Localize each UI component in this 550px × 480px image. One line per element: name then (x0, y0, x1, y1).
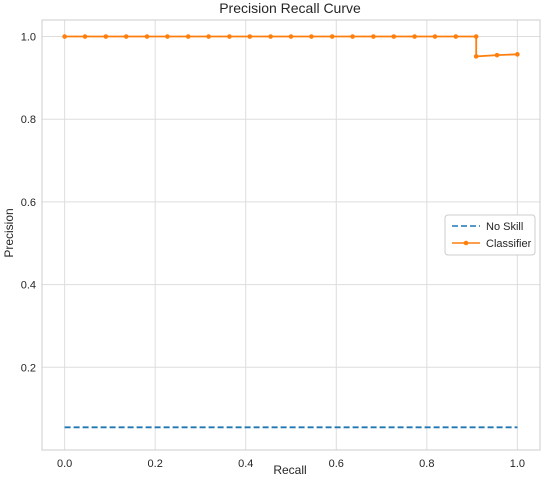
data-point (473, 54, 479, 59)
data-point (515, 52, 520, 57)
y-tick-label: 1.0 (21, 32, 36, 44)
data-point (123, 34, 129, 39)
x-tick-label: 0.2 (148, 458, 163, 470)
data-point (185, 34, 191, 39)
data-point (103, 34, 109, 39)
legend: No Skill Classifier (444, 214, 536, 256)
x-tick-label: 0.0 (57, 458, 72, 470)
data-point (165, 34, 170, 39)
legend-box (444, 214, 536, 256)
y-tick-label: 0.2 (21, 362, 36, 374)
x-axis-label: Recall (273, 463, 306, 477)
data-point (494, 52, 500, 58)
data-point (432, 34, 438, 39)
series-group (62, 34, 520, 429)
data-point (309, 34, 314, 39)
legend-label-no-skill: No Skill (486, 221, 523, 233)
chart-title: Precision Recall Curve (219, 0, 361, 16)
data-point (350, 34, 355, 39)
legend-label-classifier: Classifier (486, 238, 532, 250)
data-point (453, 34, 459, 39)
plot-frame (41, 19, 541, 451)
data-point (391, 34, 397, 39)
x-tick-label: 1.0 (510, 458, 525, 470)
data-point (82, 34, 88, 39)
y-tick-label: 0.8 (21, 114, 36, 126)
x-tick-label: 0.8 (419, 458, 434, 470)
data-point (473, 34, 479, 39)
data-point (371, 34, 376, 39)
y-tick-label: 0.4 (21, 280, 36, 292)
data-point (288, 34, 294, 39)
y-axis-label: Precision (2, 208, 16, 257)
legend-dot-classifier (463, 240, 469, 246)
x-tick-label: 0.6 (329, 458, 344, 470)
series-line-classifier (64, 35, 518, 58)
data-point (62, 34, 67, 39)
data-point (144, 34, 150, 39)
x-axis-ticks: 0.0 0.2 0.4 0.6 0.8 1.0 (57, 458, 525, 470)
y-axis-ticks: 0.2 0.4 0.6 0.8 1.0 (21, 32, 36, 375)
data-point (206, 34, 211, 39)
data-point (268, 34, 273, 39)
x-tick-label: 0.4 (238, 458, 253, 470)
data-point (412, 34, 417, 39)
data-point (247, 34, 253, 39)
data-point (329, 34, 335, 39)
y-tick-label: 0.6 (21, 197, 36, 209)
data-point (227, 34, 232, 39)
